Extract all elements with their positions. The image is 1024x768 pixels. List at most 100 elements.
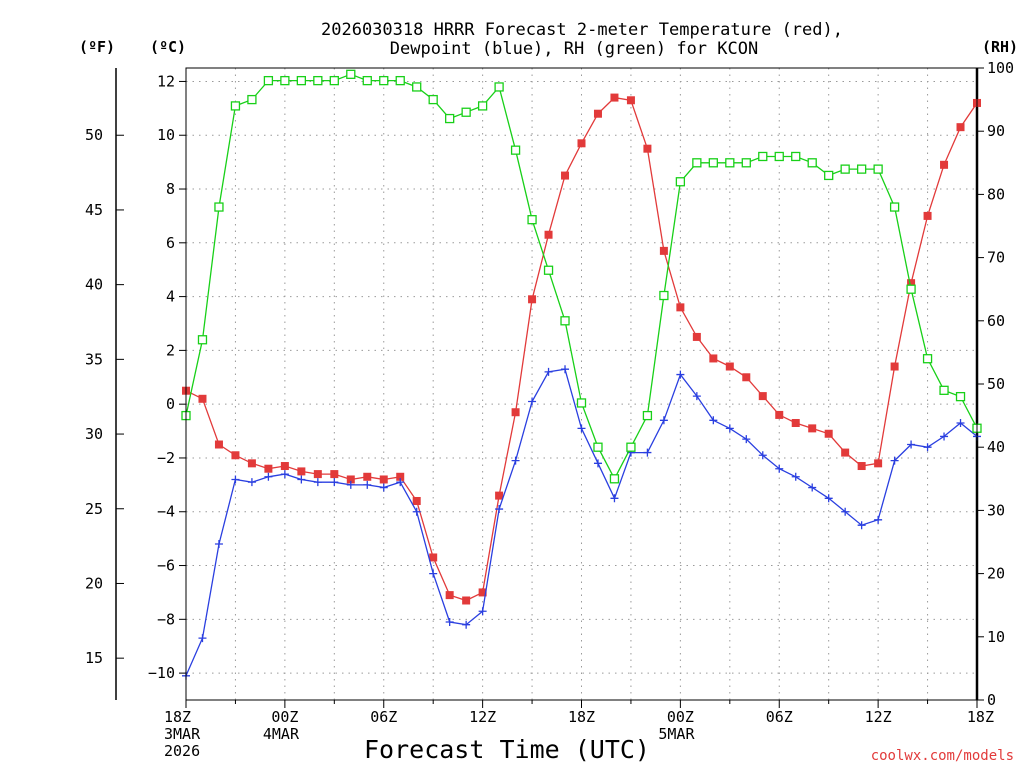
dewpoint-point [676, 370, 685, 379]
temperature-point [709, 354, 718, 363]
rh-point [527, 215, 537, 225]
temperature-point [544, 230, 553, 239]
dewpoint-point [511, 456, 520, 465]
temperature-point [231, 451, 240, 460]
temperature-point [824, 429, 833, 438]
dewpoint-point [247, 478, 256, 487]
temperature-point [330, 470, 339, 479]
rh-point [906, 284, 916, 294]
time-tick-label: 06Z [766, 708, 793, 726]
chart-title-line-2: Dewpoint (blue), RH (green) for KCON [390, 39, 758, 59]
rh-point [791, 151, 801, 162]
dewpoint-line [185, 368, 978, 677]
dewpoint-point [659, 416, 668, 425]
dewpoint-point [874, 515, 883, 524]
dewpoint-point [297, 475, 306, 484]
dewpoint-point [313, 478, 322, 487]
dewpoint-point [857, 521, 866, 530]
rh-point [955, 391, 966, 402]
rh-point [758, 151, 768, 162]
dewpoint-point [907, 440, 916, 449]
celsius-tick-label: −10 [148, 664, 175, 682]
dewpoint-point [841, 507, 850, 516]
dewpoint-point [923, 443, 932, 452]
rh-point [659, 290, 669, 301]
temperature-point [758, 392, 767, 401]
temperature-point [775, 410, 784, 419]
rh-point [494, 82, 504, 92]
fahrenheit-tick-label: 40 [85, 276, 103, 294]
rh-tick-label: 50 [987, 375, 1005, 393]
dewpoint-point [462, 620, 471, 629]
temperature-point [247, 459, 256, 468]
rh-point [576, 398, 587, 408]
series-layer [181, 69, 982, 680]
rh-point [807, 158, 817, 168]
dewpoint-point [775, 464, 784, 473]
series-temperature [182, 93, 981, 605]
rh-point [280, 75, 290, 86]
dewpoint-point [709, 416, 718, 425]
temperature-point [907, 279, 916, 288]
celsius-axis: 12 10 8 6 4 2 0 −2 −4 −6 −8 −10 [148, 72, 186, 682]
rh-point [329, 75, 339, 86]
credit-text: coolwx.com/models [871, 748, 1014, 764]
rh-point [461, 107, 471, 117]
dewpoint-point [824, 494, 833, 503]
dewpoint-point [214, 540, 223, 549]
rh-point [856, 164, 867, 174]
rh-point [824, 170, 834, 181]
rh-tick-label: 80 [987, 185, 1005, 203]
temperature-point [478, 588, 487, 597]
rh-point [346, 69, 356, 79]
temperature-point [264, 464, 273, 473]
rh-point [230, 101, 241, 111]
temperature-point [363, 472, 372, 481]
temperature-point [857, 462, 866, 471]
rh-tick-label: 70 [987, 249, 1005, 267]
celsius-tick-label: 6 [166, 234, 175, 252]
rh-point [922, 354, 933, 364]
temperature-point [577, 139, 586, 148]
temperature-point [610, 93, 619, 102]
rh-point [774, 151, 784, 162]
dewpoint-point [593, 459, 602, 468]
rh-unit-label: (RH) [982, 38, 1018, 56]
temperature-point [561, 171, 570, 180]
fahrenheit-unit-label: (ºF) [79, 38, 115, 56]
time-tick-label: 18Z [967, 708, 994, 726]
dewpoint-point [264, 472, 273, 481]
series-dewpoint [182, 365, 981, 680]
rh-point [642, 410, 653, 421]
time-tick-label: 18Z [568, 708, 595, 726]
temperature-point [725, 362, 734, 371]
temperature-point [379, 475, 388, 484]
time-tick-label: 18Z [164, 708, 191, 726]
temperature-point [956, 123, 965, 132]
dewpoint-point [940, 432, 949, 441]
celsius-tick-label: 8 [166, 180, 175, 198]
fahrenheit-tick-label: 30 [85, 425, 103, 443]
temperature-point [808, 424, 817, 433]
dewpoint-point [742, 435, 751, 444]
temperature-point [676, 303, 685, 312]
dewpoint-point [956, 418, 965, 427]
time-tick-date-label: 5MAR [658, 725, 695, 743]
rh-tick-label: 40 [987, 438, 1005, 456]
dewpoint-point [577, 424, 586, 433]
dewpoint-point [280, 470, 289, 479]
rh-point [543, 265, 554, 275]
series-rh [181, 69, 982, 484]
x-axis-title: Forecast Time (UTC) [364, 735, 650, 764]
fahrenheit-tick-label: 15 [85, 649, 103, 667]
rh-point [626, 442, 636, 452]
fahrenheit-tick-label: 50 [85, 126, 103, 144]
temperature-point [841, 448, 850, 457]
rh-point [873, 164, 883, 174]
temperature-point [462, 596, 471, 605]
rh-point [593, 442, 603, 452]
dewpoint-point [396, 478, 405, 487]
